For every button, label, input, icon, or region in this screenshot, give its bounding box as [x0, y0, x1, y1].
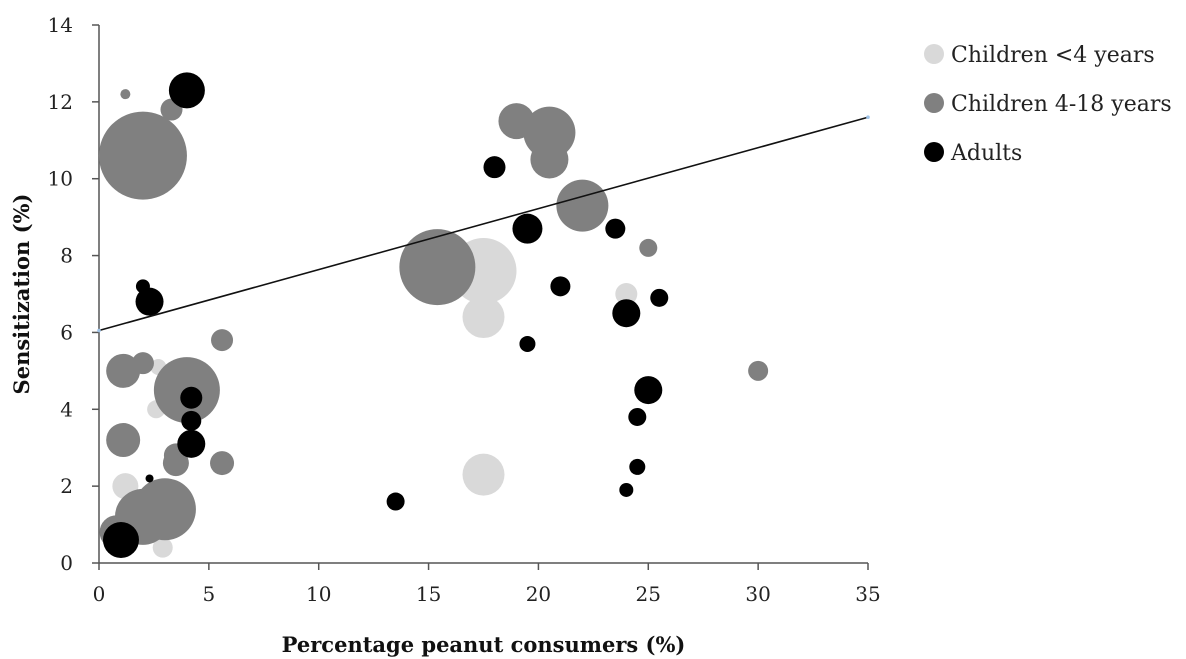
y-tick-label: 10 — [48, 167, 73, 191]
data-point-series-2 — [612, 299, 641, 328]
data-point-series-1 — [748, 360, 769, 381]
data-point-series-1 — [639, 238, 658, 257]
trendline-endpoint — [866, 115, 870, 120]
x-tick-label: 15 — [416, 582, 441, 606]
trendline-group — [97, 115, 870, 333]
data-point-series-2 — [180, 386, 203, 409]
axes — [98, 25, 868, 564]
data-point-series-1 — [211, 329, 234, 352]
x-axis-title: Percentage peanut consumers (%) — [282, 632, 686, 657]
y-tick-label: 2 — [60, 474, 73, 498]
legend-marker-series-2 — [924, 142, 944, 162]
data-point-series-2 — [550, 276, 571, 297]
data-point-series-2 — [181, 410, 202, 431]
data-point-series-1 — [120, 89, 131, 100]
data-point-series-1 — [523, 106, 576, 159]
x-tick-label: 25 — [636, 582, 661, 606]
y-tick-label: 8 — [60, 244, 73, 268]
y-tick-label: 6 — [60, 320, 73, 344]
x-tick-label: 10 — [306, 582, 331, 606]
x-tick-label: 35 — [855, 582, 880, 606]
data-point-series-2 — [145, 474, 154, 483]
y-ticks: 0 2 4 6 8 10 12 14 — [48, 13, 99, 575]
data-point-series-2 — [628, 407, 647, 426]
data-point-series-2 — [629, 458, 646, 475]
data-point-series-1 — [399, 229, 476, 306]
legend-label: Children 4-18 years — [951, 92, 1172, 117]
y-tick-label: 14 — [48, 13, 73, 37]
legend: Children <4 years Children 4-18 years Adul… — [924, 43, 1172, 166]
data-point-series-2 — [177, 429, 206, 458]
data-point-series-2 — [619, 482, 634, 497]
x-tick-label: 0 — [93, 582, 106, 606]
trendline-endpoint — [97, 328, 101, 333]
data-point-series-2 — [512, 213, 543, 244]
data-point-series-2 — [650, 288, 669, 307]
x-tick-label: 5 — [202, 582, 215, 606]
y-axis-title: Sensitization (%) — [9, 194, 34, 395]
data-point-series-2 — [519, 335, 536, 352]
legend-marker-series-0 — [924, 44, 944, 64]
data-point-series-1 — [106, 353, 141, 388]
data-point-series-2 — [483, 156, 506, 179]
x-ticks: 0 5 10 15 20 25 30 35 — [93, 563, 881, 606]
y-tick-label: 0 — [60, 551, 73, 575]
trendline — [98, 116, 869, 332]
data-point-series-0 — [615, 283, 638, 305]
data-point-series-1 — [162, 450, 189, 477]
data-point-series-1 — [530, 140, 569, 179]
data-point-series-2 — [168, 72, 205, 109]
data-point-series-2 — [135, 287, 164, 316]
legend-label: Children <4 years — [951, 43, 1155, 68]
data-point-series-1 — [210, 451, 235, 476]
data-point-series-0 — [462, 453, 505, 496]
data-point-series-1 — [556, 179, 609, 232]
y-tick-label: 4 — [60, 397, 73, 421]
data-point-series-1 — [98, 111, 187, 200]
legend-label: Adults — [950, 141, 1022, 166]
x-tick-label: 20 — [526, 582, 551, 606]
legend-marker-series-1 — [924, 93, 944, 113]
data-point-series-1 — [106, 423, 141, 458]
data-points — [98, 72, 769, 558]
data-point-series-0 — [462, 296, 505, 339]
data-point-series-2 — [102, 521, 139, 558]
data-point-series-2 — [605, 218, 626, 239]
x-tick-label: 30 — [745, 582, 770, 606]
data-point-series-2 — [386, 492, 405, 511]
data-point-series-2 — [634, 376, 663, 405]
y-tick-label: 12 — [48, 90, 73, 114]
data-point-series-0 — [152, 537, 173, 558]
